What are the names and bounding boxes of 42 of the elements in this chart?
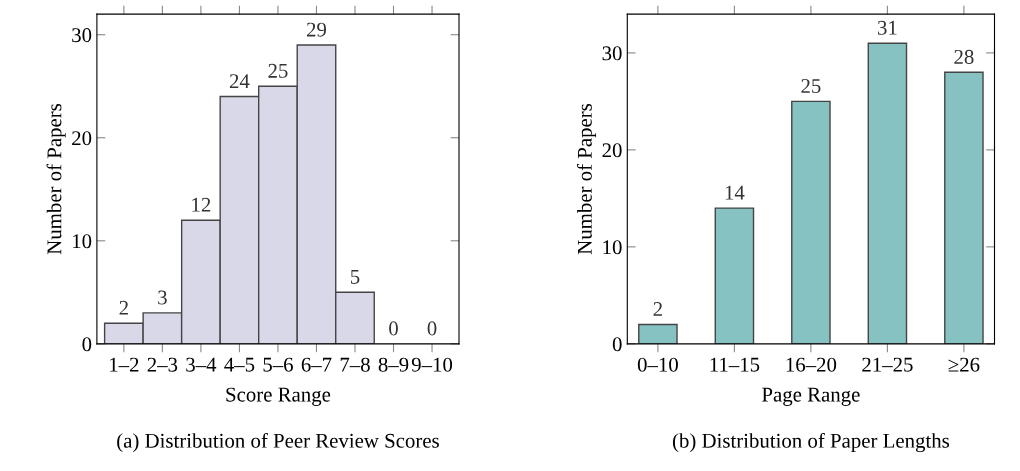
x-tick-label: 4–5 — [224, 357, 255, 372]
x-tick-label: 0–10 — [637, 357, 678, 372]
x-tick-label: 9–10 — [411, 357, 453, 372]
y-axis-title: Number of Papers — [46, 103, 66, 255]
y-tick-label: 0 — [82, 337, 92, 352]
data-label: 24 — [229, 74, 250, 88]
data-label: 31 — [877, 20, 897, 35]
x-axis-title: Page Range — [762, 387, 860, 406]
data-label: 3 — [158, 290, 167, 305]
x-tick-label: 2–3 — [147, 357, 178, 372]
x-tick-label: 7–8 — [340, 357, 370, 372]
data-label: 0 — [389, 321, 398, 336]
data-label: 25 — [268, 63, 288, 78]
data-label: 12 — [192, 197, 211, 212]
x-axis-title: Score Range — [226, 387, 331, 406]
data-label: 0 — [427, 321, 437, 336]
y-tick-label: 20 — [602, 143, 622, 158]
data-label: 5 — [351, 270, 360, 284]
x-tick-label: 21–25 — [862, 357, 913, 372]
x-tick-label: 5–6 — [263, 357, 293, 372]
data-label: 28 — [954, 49, 974, 64]
x-tick-label: 16–20 — [786, 357, 837, 372]
y-tick-label: 10 — [73, 234, 92, 249]
y-tick-label: 30 — [602, 46, 622, 61]
text: (b) Distribution of Paper Lengths — [672, 432, 950, 453]
data-label: 2 — [119, 300, 128, 315]
x-tick-label: ≥26 — [948, 357, 980, 372]
data-label: 29 — [306, 22, 327, 37]
x-tick-label: 3–4 — [186, 357, 217, 372]
y-tick-label: 30 — [72, 28, 92, 43]
y-tick-label: 10 — [603, 240, 622, 255]
data-label: 2 — [653, 302, 662, 316]
y-tick-label: 0 — [612, 337, 622, 352]
y-axis-title: Number of Papers — [576, 103, 597, 255]
x-tick-label: 8–9 — [378, 357, 409, 372]
x-tick-label: 6–7 — [301, 357, 332, 372]
y-tick-label: 20 — [72, 131, 92, 146]
x-tick-label: 11–15 — [710, 357, 760, 372]
x-tick-label: 1–2 — [110, 357, 139, 372]
text: (a) Distribution of Peer Review Scores — [117, 432, 439, 453]
data-label: 25 — [801, 79, 821, 94]
data-label: 14 — [725, 185, 745, 200]
